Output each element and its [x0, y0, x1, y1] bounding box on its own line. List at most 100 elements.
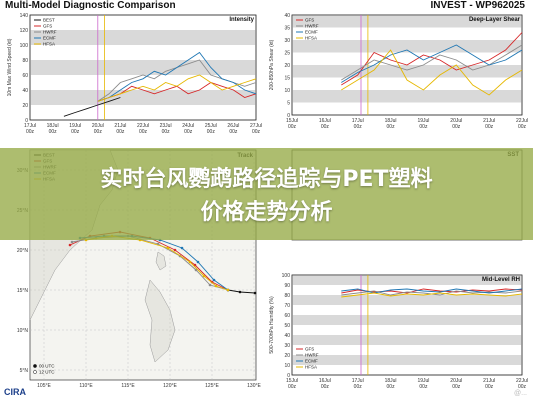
track-legend-entry: 00 UTC	[39, 364, 55, 369]
y-tick-label: 80	[22, 58, 28, 64]
legend-entry: HFSA	[305, 36, 317, 41]
x-tick-label: 00z	[288, 124, 297, 130]
x-tick-label: 24Jul	[182, 123, 194, 129]
x-tick-label: 00z	[321, 384, 330, 390]
y-tick-label: 90	[284, 283, 290, 289]
x-tick-label: 00z	[354, 384, 363, 390]
x-tick-label: 19Jul	[69, 123, 81, 129]
track-point-ecmf	[212, 278, 216, 282]
x-tick-label: 115°E	[121, 383, 135, 389]
series-line-hwrf	[341, 44, 523, 81]
landmass-taiwan	[155, 251, 167, 271]
y-tick-label: 30	[284, 38, 290, 44]
x-tick-label: 00z	[116, 129, 125, 135]
x-tick-label: 17Jul	[352, 378, 364, 384]
track-point-ecmf	[196, 260, 200, 264]
y-tick-label: 20	[284, 63, 290, 69]
x-tick-label: 26Jul	[227, 123, 239, 129]
track-point-gfs	[68, 243, 72, 247]
x-tick-label: 00z	[518, 124, 527, 130]
y-tick-label: 0	[287, 113, 290, 119]
x-tick-label: 120°E	[163, 383, 177, 389]
panel-mid-level-rh-band	[292, 315, 522, 325]
track-point-hfsa	[226, 288, 230, 292]
x-tick-label: 16Jul	[319, 118, 331, 124]
track-point-hfsa	[214, 284, 218, 288]
y-tick-label: 5	[287, 101, 290, 107]
legend-entry: ECMF	[43, 36, 56, 41]
x-tick-label: 130°E	[247, 383, 261, 389]
y-axis-label: 10m Max Wind Speed (kt)	[7, 38, 13, 96]
legend-entry: HWRF	[305, 24, 319, 29]
series-line-hfsa	[341, 292, 523, 298]
y-tick-label: 20	[22, 103, 28, 109]
series-line-gfs	[341, 32, 523, 86]
x-tick-label: 25Jul	[205, 123, 217, 129]
x-tick-label: 21Jul	[114, 123, 126, 129]
legend-entry: GFS	[305, 347, 314, 352]
track-point-hwrf	[194, 268, 198, 272]
x-tick-label: 15Jul	[286, 378, 298, 384]
track-point-hfsa	[188, 260, 192, 264]
x-tick-label: 00z	[139, 129, 148, 135]
panel-deep-layer-shear-band	[292, 15, 522, 28]
panel-title: Deep-Layer Shear	[469, 17, 521, 23]
legend-entry: BEST	[43, 18, 55, 23]
y-tick-label: 70	[284, 303, 290, 309]
x-tick-label: 21Jul	[483, 378, 495, 384]
panel-mid-level-rh-border	[291, 274, 523, 376]
x-tick-label: 00z	[252, 129, 261, 135]
y-tick-label: 15°N	[17, 288, 29, 294]
x-tick-label: 00z	[485, 124, 494, 130]
x-tick-label: 00z	[94, 129, 103, 135]
y-tick-label: 60	[284, 313, 290, 319]
x-tick-label: 00z	[162, 129, 171, 135]
x-tick-label: 00z	[207, 129, 216, 135]
track-point-best	[253, 291, 257, 295]
x-tick-label: 00z	[485, 384, 494, 390]
y-tick-label: 10°N	[17, 328, 29, 334]
y-tick-label: 40	[284, 13, 290, 19]
panel-mid-level-rh-band	[292, 355, 522, 365]
y-tick-label: 120	[20, 28, 29, 34]
x-tick-label: 18Jul	[385, 378, 397, 384]
legend-entry: ECMF	[305, 359, 318, 364]
y-tick-label: 40	[284, 333, 290, 339]
x-tick-label: 18Jul	[385, 118, 397, 124]
x-tick-label: 18Jul	[47, 123, 59, 129]
panel-deep-layer-shear-band	[292, 65, 522, 78]
series-line-best	[63, 97, 121, 117]
y-tick-label: 50	[284, 323, 290, 329]
x-tick-label: 20Jul	[450, 378, 462, 384]
y-tick-label: 20	[284, 353, 290, 359]
panel-intensity-border	[29, 14, 257, 121]
panel-intensity-band	[30, 30, 256, 45]
track-legend-entry: 12 UTC	[39, 370, 55, 375]
x-tick-label: 17Jul	[352, 118, 364, 124]
panel-mid-level-rh-band	[292, 335, 522, 345]
y-tick-label: 25	[284, 51, 290, 57]
x-tick-label: 19Jul	[417, 378, 429, 384]
x-tick-label: 22Jul	[516, 378, 528, 384]
x-tick-label: 00z	[229, 129, 238, 135]
y-tick-label: 140	[20, 13, 29, 19]
panel-deep-layer-shear-band	[292, 90, 522, 103]
x-tick-label: 23Jul	[160, 123, 172, 129]
track-point-gfs	[193, 263, 197, 267]
x-tick-label: 00z	[354, 124, 363, 130]
x-tick-label: 105°E	[37, 383, 51, 389]
x-tick-label: 00z	[452, 384, 461, 390]
x-tick-label: 15Jul	[286, 118, 298, 124]
x-tick-label: 00z	[71, 129, 80, 135]
panel-deep-layer-shear-border	[291, 14, 523, 116]
legend-entry: HFSA	[305, 365, 317, 370]
legend-entry: GFS	[43, 24, 52, 29]
series-line-hfsa	[341, 49, 523, 96]
y-tick-label: 0	[25, 118, 28, 124]
x-tick-label: 00z	[452, 124, 461, 130]
track-point-hwrf	[70, 240, 74, 244]
panel-deep-layer-shear-band	[292, 40, 522, 53]
landmass-philippines	[144, 279, 176, 363]
legend-entry: ECMF	[305, 30, 318, 35]
panel-intensity-band	[30, 90, 256, 105]
